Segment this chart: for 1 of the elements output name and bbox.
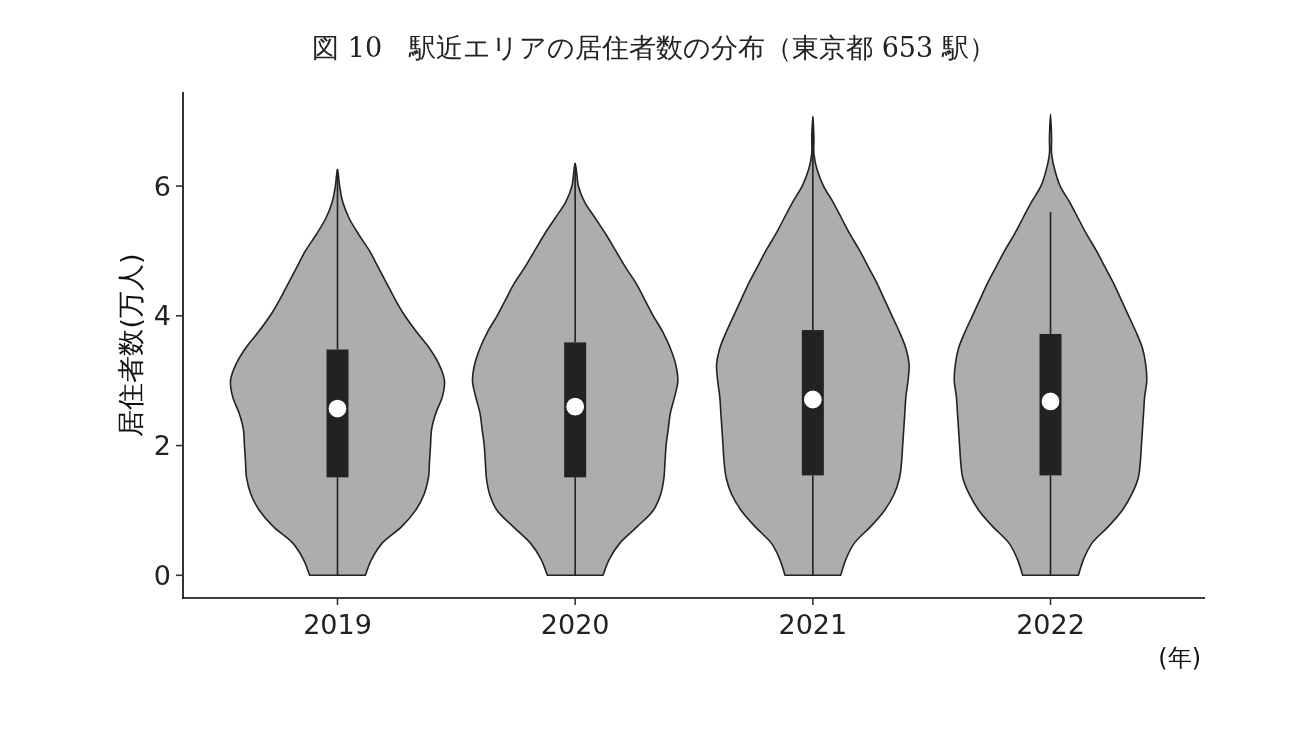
title: 図 10 駅近エリアの居住者数の分布（東京都 653 駅） <box>312 32 996 63</box>
